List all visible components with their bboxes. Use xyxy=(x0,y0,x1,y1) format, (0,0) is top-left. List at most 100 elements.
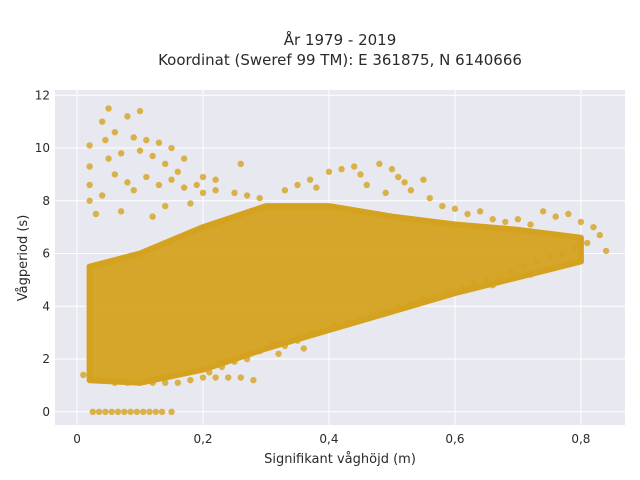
data-point xyxy=(325,168,333,175)
data-point xyxy=(180,155,188,162)
y-tick-label: 10 xyxy=(35,141,50,155)
data-points xyxy=(80,105,610,416)
data-point xyxy=(388,165,396,173)
data-point xyxy=(149,152,156,160)
data-point xyxy=(294,181,301,189)
data-point xyxy=(281,187,289,194)
data-point xyxy=(458,284,465,292)
data-point xyxy=(546,252,553,260)
data-point xyxy=(476,208,484,215)
data-point xyxy=(300,345,307,352)
data-point xyxy=(539,208,547,215)
data-point xyxy=(187,376,194,384)
data-point xyxy=(332,321,339,328)
data-point xyxy=(426,194,433,202)
data-point xyxy=(527,271,534,278)
y-tick-label: 4 xyxy=(42,299,50,313)
data-point xyxy=(407,300,415,307)
data-point xyxy=(102,408,109,416)
data-point xyxy=(102,136,109,144)
data-point xyxy=(86,181,93,189)
data-point xyxy=(99,192,106,199)
data-point xyxy=(533,258,541,265)
data-point xyxy=(95,408,103,416)
data-point xyxy=(146,408,153,416)
data-point xyxy=(136,379,144,386)
data-point xyxy=(149,379,156,386)
data-point xyxy=(99,118,106,125)
data-point xyxy=(376,160,383,168)
data-point xyxy=(464,210,471,218)
data-point xyxy=(420,176,427,183)
data-point xyxy=(489,216,496,223)
data-point xyxy=(577,255,585,263)
x-tick-label: 0,8 xyxy=(571,432,590,446)
data-point xyxy=(596,231,604,239)
x-tick-label: 0,2 xyxy=(193,432,212,446)
data-point xyxy=(86,358,93,365)
data-point xyxy=(111,379,119,386)
data-point xyxy=(395,303,402,310)
y-axis-ticks: 0 2 4 6 8 10 12 xyxy=(35,88,50,419)
data-point xyxy=(92,210,100,218)
data-point xyxy=(338,165,345,173)
data-point xyxy=(350,163,358,170)
data-point xyxy=(237,374,245,381)
x-tick-label: 0 xyxy=(73,432,81,446)
data-point xyxy=(432,292,440,299)
data-point xyxy=(357,316,364,323)
data-point xyxy=(306,329,314,336)
data-point xyxy=(401,179,408,186)
data-point xyxy=(369,311,377,318)
data-point xyxy=(344,318,352,326)
data-point xyxy=(445,287,452,294)
data-point xyxy=(602,247,610,255)
data-point xyxy=(590,223,597,231)
chart-title: År 1979 - 2019 xyxy=(284,30,397,49)
data-point xyxy=(111,129,119,136)
data-point xyxy=(489,281,496,289)
data-point xyxy=(294,337,301,344)
y-tick-label: 2 xyxy=(42,352,50,366)
data-point xyxy=(168,408,175,416)
data-point xyxy=(218,363,226,371)
data-point xyxy=(124,179,131,186)
data-point xyxy=(407,187,415,194)
data-point xyxy=(86,197,93,204)
data-point xyxy=(508,268,515,276)
data-point xyxy=(571,245,578,252)
data-point xyxy=(256,194,263,202)
data-point xyxy=(495,274,503,281)
data-point xyxy=(269,340,276,347)
data-point xyxy=(124,113,131,120)
y-axis-title: Vågperiod (s) xyxy=(16,215,31,302)
data-point xyxy=(121,408,128,416)
data-point xyxy=(420,295,427,302)
data-point xyxy=(111,171,119,178)
data-point xyxy=(130,134,137,141)
data-point xyxy=(174,168,182,175)
data-point xyxy=(149,213,156,220)
data-point xyxy=(565,210,572,218)
data-point xyxy=(168,176,175,183)
data-point xyxy=(155,181,163,189)
data-point xyxy=(162,160,169,168)
data-point xyxy=(99,376,106,384)
data-point xyxy=(243,192,251,199)
data-point xyxy=(237,160,245,168)
data-point xyxy=(117,150,125,157)
data-point xyxy=(105,155,112,162)
data-point xyxy=(139,408,147,416)
data-point xyxy=(395,173,402,181)
dense-point-region xyxy=(86,203,584,386)
dense-region-area xyxy=(86,203,584,386)
data-point xyxy=(152,408,159,416)
y-tick-label: 6 xyxy=(42,247,50,261)
data-point xyxy=(143,173,150,181)
data-point xyxy=(86,163,93,170)
data-point xyxy=(136,107,144,115)
data-point xyxy=(117,208,125,215)
data-point xyxy=(187,200,194,207)
data-point xyxy=(558,250,566,257)
